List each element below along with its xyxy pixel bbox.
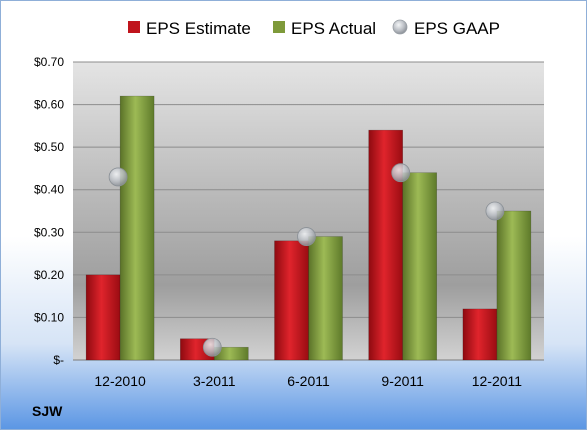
x-axis-tick-labels: 12-2010 3-2011 6-2011 9-2011 12-2011 <box>94 373 522 389</box>
bar-eps-estimate-12-2011 <box>462 308 498 361</box>
legend-swatch-eps-actual <box>273 21 285 33</box>
x-tick-label: 6-2011 <box>287 373 330 389</box>
legend-swatch-eps-estimate <box>128 21 140 33</box>
marker-eps-gaap-3-2011 <box>202 337 222 357</box>
bar-eps-actual-9-2011 <box>402 172 438 361</box>
legend-label-eps-actual: EPS Actual <box>291 19 376 38</box>
y-tick-label: $0.20 <box>34 268 64 282</box>
bar-eps-actual-12-2010 <box>119 95 155 361</box>
marker-eps-gaap-9-2011 <box>391 163 411 183</box>
bar-eps-estimate-6-2011 <box>274 240 309 361</box>
legend-label-eps-estimate: EPS Estimate <box>146 19 251 38</box>
legend-label-eps-gaap: EPS GAAP <box>414 19 500 38</box>
x-tick-label: 12-2010 <box>94 373 146 389</box>
legend: EPS Estimate EPS Actual EPS GAAP <box>128 19 500 38</box>
y-tick-label: $0.70 <box>34 55 64 69</box>
y-tick-label: $0.40 <box>34 183 64 197</box>
bar-eps-actual-12-2011 <box>496 210 532 361</box>
x-tick-label: 9-2011 <box>381 373 424 389</box>
bar-eps-actual-6-2011 <box>308 236 343 361</box>
y-tick-label: $0.50 <box>34 140 64 154</box>
marker-eps-gaap-12-2011 <box>485 201 505 221</box>
marker-eps-gaap-6-2011 <box>297 227 316 246</box>
y-tick-label: $0.30 <box>34 225 64 239</box>
bars <box>85 95 532 361</box>
x-tick-label: 12-2011 <box>472 373 523 389</box>
x-tick-label: 3-2011 <box>193 373 236 389</box>
bar-eps-estimate-12-2010 <box>85 274 121 361</box>
gaap-markers <box>108 163 505 357</box>
y-tick-label: $0.10 <box>34 310 64 324</box>
ticker-label: SJW <box>32 403 63 419</box>
legend-marker-eps-gaap <box>392 19 408 35</box>
marker-eps-gaap-12-2010 <box>108 167 128 187</box>
y-tick-label: $- <box>53 353 64 367</box>
y-axis-tick-labels: $- $0.10 $0.20 $0.30 $0.40 $0.50 $0.60 $0.70 <box>34 55 64 367</box>
y-tick-label: $0.60 <box>34 98 64 112</box>
